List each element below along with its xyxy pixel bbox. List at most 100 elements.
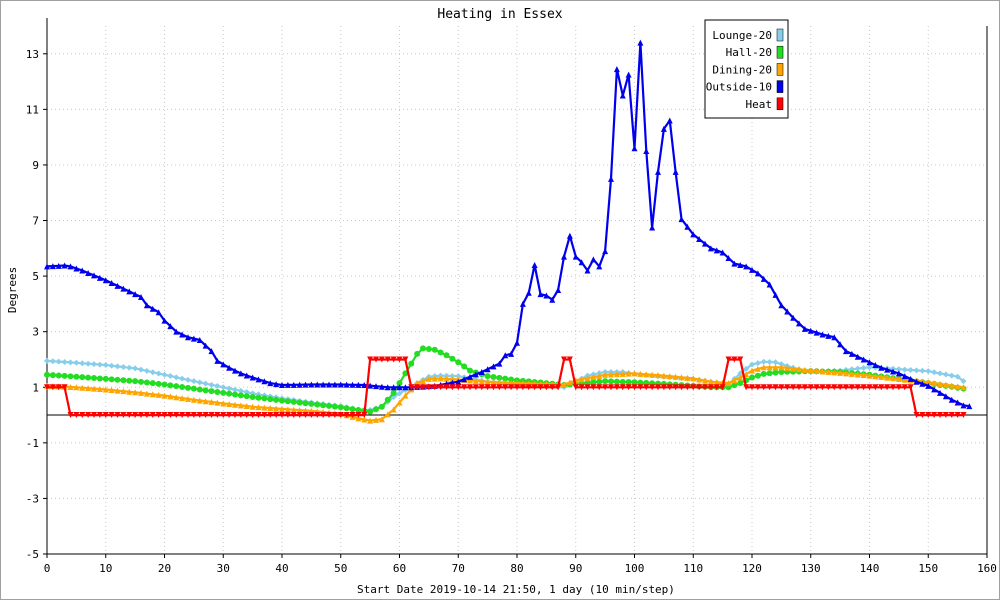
- data-point: [402, 392, 409, 399]
- data-point: [831, 369, 838, 376]
- data-point: [537, 384, 544, 391]
- data-point: [608, 378, 614, 385]
- data-point: [684, 223, 691, 230]
- data-point: [702, 240, 708, 247]
- data-point: [631, 384, 638, 391]
- data-point: [308, 400, 315, 407]
- data-point: [449, 384, 456, 391]
- data-point: [331, 412, 338, 419]
- data-point: [608, 371, 614, 378]
- data-point: [672, 168, 679, 175]
- data-point: [126, 388, 133, 395]
- data-point: [196, 379, 203, 386]
- data-point: [843, 348, 849, 355]
- data-point: [831, 384, 838, 391]
- data-point: [461, 363, 468, 370]
- data-point: [590, 379, 597, 386]
- data-point: [496, 374, 503, 381]
- data-point: [91, 375, 97, 382]
- data-point: [261, 412, 268, 419]
- data-point: [907, 366, 914, 373]
- data-point: [126, 288, 133, 295]
- data-point: [643, 384, 650, 391]
- x-tick-label: 80: [510, 562, 523, 575]
- data-point: [660, 125, 667, 132]
- data-point: [173, 374, 180, 381]
- data-point: [749, 374, 755, 381]
- x-tick-label: 130: [801, 562, 821, 575]
- data-point: [901, 376, 908, 383]
- data-point: [220, 400, 227, 407]
- legend-label: Dining-20: [712, 63, 772, 76]
- data-point: [214, 412, 221, 419]
- data-point: [866, 372, 873, 379]
- data-point: [367, 417, 374, 424]
- chart-title: Heating in Essex: [437, 7, 562, 22]
- data-point: [414, 384, 421, 391]
- data-point: [713, 247, 720, 254]
- data-point: [602, 248, 609, 255]
- data-point: [937, 370, 943, 377]
- data-point: [731, 356, 738, 363]
- data-point: [637, 379, 644, 386]
- data-point: [502, 352, 509, 359]
- data-point: [754, 270, 761, 277]
- data-point: [96, 375, 103, 382]
- data-point: [425, 346, 432, 353]
- data-point: [608, 175, 614, 182]
- data-point: [214, 399, 221, 406]
- data-point: [496, 384, 503, 391]
- data-point: [484, 366, 491, 373]
- data-point: [126, 377, 133, 384]
- data-point: [825, 368, 832, 375]
- data-point: [396, 390, 403, 397]
- data-point: [390, 384, 397, 391]
- data-point: [766, 370, 773, 377]
- data-point: [296, 399, 303, 406]
- data-point: [237, 412, 244, 419]
- data-point: [713, 384, 720, 391]
- data-point: [848, 384, 855, 391]
- data-point: [696, 384, 703, 391]
- data-point: [132, 291, 139, 298]
- data-point: [273, 396, 280, 403]
- data-point: [913, 367, 920, 374]
- data-point: [173, 383, 180, 390]
- data-point: [455, 373, 462, 380]
- data-point: [848, 370, 855, 377]
- data-point: [126, 364, 133, 371]
- data-point: [707, 245, 714, 252]
- data-point: [707, 384, 714, 391]
- data-point: [778, 364, 785, 371]
- data-point: [396, 399, 403, 406]
- data-point: [931, 412, 938, 419]
- data-point: [796, 384, 802, 391]
- data-point: [901, 366, 908, 373]
- data-point: [308, 412, 315, 419]
- data-point: [731, 382, 738, 389]
- x-tick-label: 20: [158, 562, 171, 575]
- data-point: [402, 356, 409, 363]
- data-point: [531, 384, 538, 391]
- y-tick-label: -3: [26, 492, 39, 505]
- data-point: [320, 381, 327, 388]
- data-point: [884, 366, 891, 373]
- data-point: [73, 384, 80, 391]
- data-point: [85, 269, 92, 276]
- data-point: [232, 386, 238, 393]
- data-point: [790, 384, 797, 391]
- data-point: [778, 384, 785, 391]
- data-point: [478, 384, 485, 391]
- data-point: [890, 384, 896, 391]
- data-point: [355, 415, 362, 422]
- data-point: [731, 260, 738, 267]
- data-point: [202, 387, 209, 394]
- data-point: [772, 369, 779, 376]
- data-point: [420, 345, 426, 352]
- data-point: [91, 361, 97, 368]
- data-point: [167, 393, 174, 400]
- data-point: [284, 381, 291, 388]
- data-point: [919, 380, 926, 387]
- data-point: [85, 360, 92, 367]
- data-point: [73, 359, 80, 366]
